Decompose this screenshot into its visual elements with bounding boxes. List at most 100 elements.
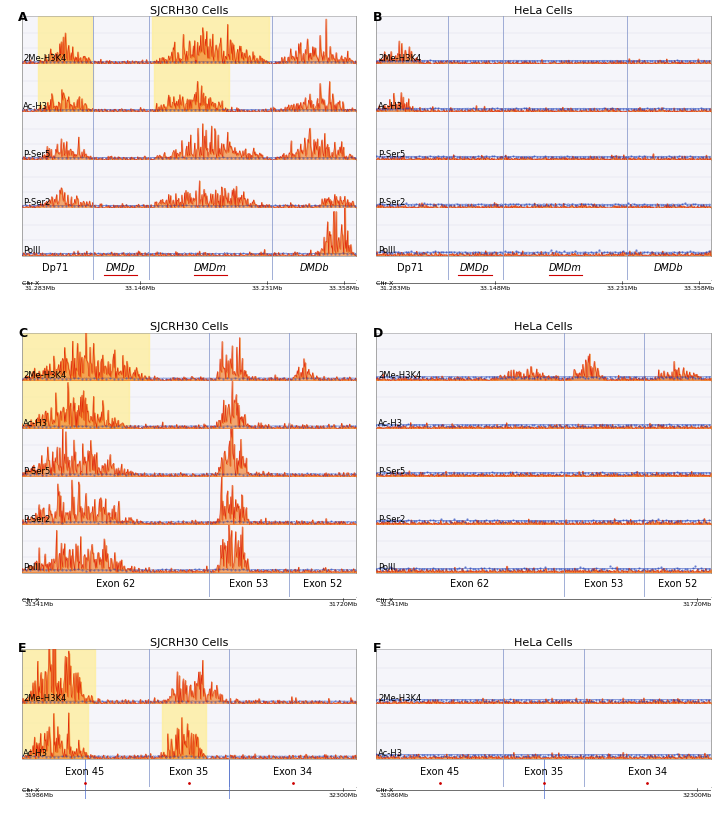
Point [257,420,269,433]
Point [556,55,567,68]
Point [590,514,602,527]
Point [480,419,492,432]
Point [443,55,454,68]
Point [446,515,457,528]
Point [88,372,100,385]
Point [141,104,152,117]
Point [64,198,75,211]
Point [574,749,586,762]
Point [590,102,602,115]
Point [477,515,489,528]
Point [205,751,216,764]
Point [660,513,671,526]
Text: 33.148Mb: 33.148Mb [480,286,510,291]
Point [269,516,281,529]
Point [486,371,498,384]
Point [334,420,345,433]
Point [414,198,425,211]
Point [542,103,554,116]
Point [121,372,132,385]
Point [173,468,185,481]
Point [644,103,656,116]
Point [116,372,128,385]
Point [497,514,508,527]
Point [84,695,95,708]
Point [189,516,200,529]
Point [414,54,425,67]
Point [477,467,489,480]
Point [209,468,220,481]
Point [281,248,293,261]
Point [513,55,524,68]
Text: PolII: PolII [378,246,396,255]
Point [639,749,651,762]
Point [408,694,419,707]
Point [108,372,120,385]
Point [564,371,575,384]
Point [561,199,572,212]
Point [60,372,72,385]
Point [44,421,55,434]
Point [129,55,140,68]
Point [132,56,144,69]
Point [302,563,313,576]
Point [88,55,100,68]
Point [579,419,591,432]
Bar [152,16,269,64]
Point [274,750,285,763]
Point [507,55,518,68]
Point [526,102,538,115]
Point [421,562,433,575]
Point [561,419,572,432]
Point [108,200,120,213]
Point [528,247,540,260]
Point [314,564,325,577]
Point [76,516,88,529]
Point [692,748,704,761]
Point [655,151,666,164]
Point [531,419,543,432]
Point [52,695,63,708]
Point [477,419,489,432]
Point [322,372,333,385]
Point [76,104,88,117]
Point [499,244,510,258]
Point [582,515,594,528]
Title: SJCRH30 Cells: SJCRH30 Cells [149,322,228,332]
Point [16,55,27,68]
Point [684,103,696,116]
Point [429,55,441,68]
Point [690,467,701,480]
Point [124,420,136,433]
Point [96,468,108,481]
Point [414,467,425,480]
Point [317,468,329,481]
Point [505,103,516,116]
Text: Ac-H3: Ac-H3 [378,419,403,428]
Point [181,695,192,708]
Point [534,55,546,68]
Point [641,371,653,384]
Point [44,247,55,260]
Point [663,371,674,384]
Point [472,419,484,432]
Point [505,55,516,68]
Point [129,248,140,261]
Point [157,516,168,529]
Text: Ac-H3: Ac-H3 [23,749,48,758]
Point [136,516,148,529]
Point [16,152,27,165]
Point [305,695,317,708]
Point [173,563,185,576]
Point [569,55,580,68]
Point [60,104,72,117]
Point [157,200,168,213]
Point [419,515,430,528]
Point [161,247,172,260]
Point [302,248,313,261]
Point [534,466,546,479]
Point [668,749,680,762]
Point [700,419,712,432]
Point [342,104,353,117]
Point [548,150,559,163]
